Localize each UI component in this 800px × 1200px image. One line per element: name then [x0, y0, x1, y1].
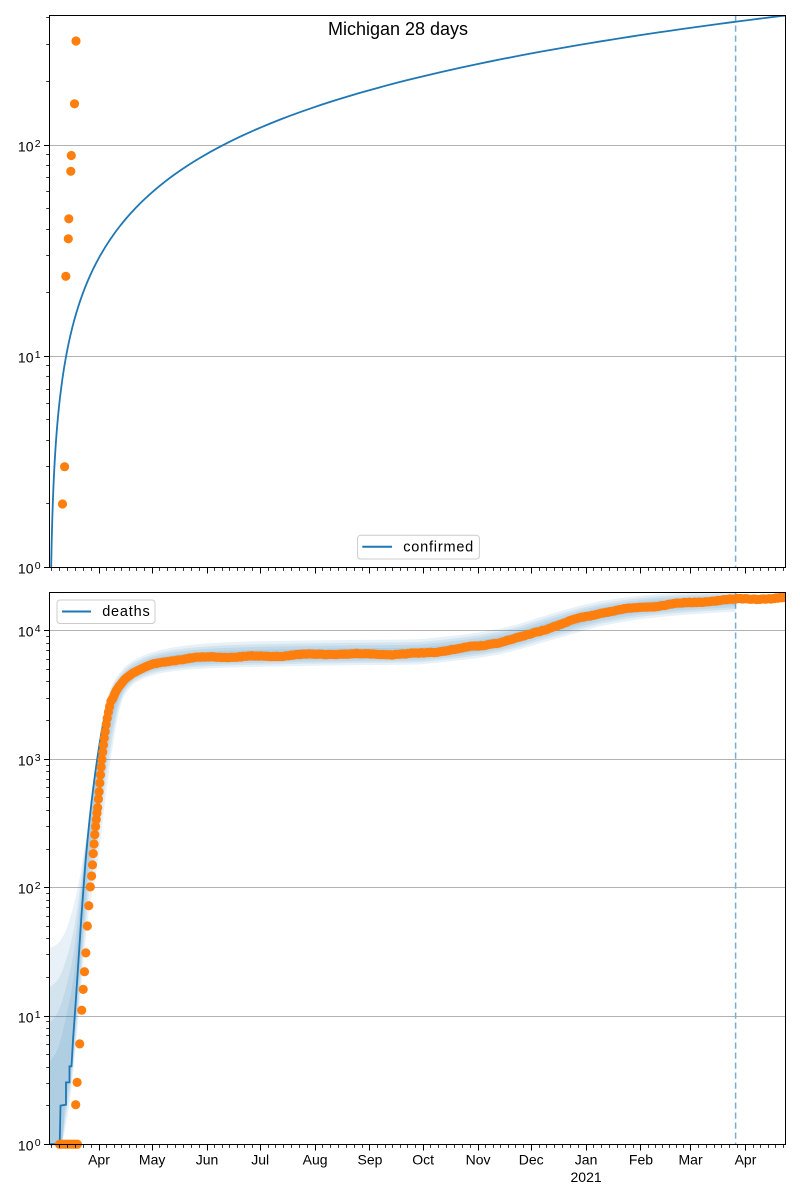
svg-text:Oct: Oct [412, 1152, 434, 1168]
svg-text:3: 3 [35, 752, 41, 764]
svg-text:10: 10 [18, 139, 34, 155]
svg-text:Nov: Nov [466, 1152, 491, 1168]
svg-text:1: 1 [35, 349, 41, 361]
svg-text:Apr: Apr [735, 1152, 757, 1168]
svg-text:4: 4 [35, 623, 41, 635]
svg-text:Mar: Mar [679, 1152, 703, 1168]
svg-text:Apr: Apr [88, 1152, 110, 1168]
svg-text:10: 10 [18, 350, 34, 366]
svg-text:10: 10 [18, 561, 34, 577]
svg-text:10: 10 [18, 624, 34, 640]
svg-text:Jul: Jul [251, 1152, 269, 1168]
svg-text:Aug: Aug [303, 1152, 328, 1168]
svg-text:May: May [139, 1152, 165, 1168]
svg-text:Feb: Feb [629, 1152, 653, 1168]
svg-text:2: 2 [35, 880, 41, 892]
svg-text:Jun: Jun [196, 1152, 219, 1168]
svg-text:Dec: Dec [519, 1152, 544, 1168]
svg-text:10: 10 [18, 753, 34, 769]
svg-text:0: 0 [35, 1137, 41, 1149]
svg-text:2021: 2021 [571, 1169, 602, 1185]
svg-text:deaths: deaths [102, 604, 150, 620]
svg-text:Jan: Jan [575, 1152, 598, 1168]
svg-text:confirmed: confirmed [403, 540, 474, 556]
svg-text:Michigan 28 days: Michigan 28 days [328, 19, 468, 39]
svg-text:10: 10 [18, 881, 34, 897]
svg-text:10: 10 [18, 1138, 34, 1154]
svg-text:1: 1 [35, 1009, 41, 1021]
svg-text:0: 0 [35, 560, 41, 572]
svg-text:2: 2 [35, 138, 41, 150]
svg-text:Sep: Sep [358, 1152, 383, 1168]
svg-text:10: 10 [18, 1010, 34, 1026]
